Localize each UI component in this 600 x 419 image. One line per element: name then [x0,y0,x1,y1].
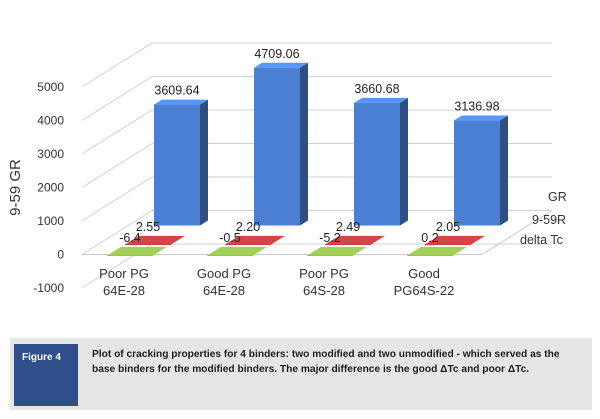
bar-side [171,235,185,245]
bar-side [500,115,508,226]
series-name-label: 9-59R [532,213,566,227]
x-tick-label: 64E-28 [203,283,245,298]
data-label: 3136.98 [454,99,499,113]
data-label: 2.49 [336,220,360,234]
bars: 3609.64 4709.06 3660.68 3136.98 2.55 2.20 2.49… [107,47,508,256]
bar-top [225,235,285,245]
bar [325,244,371,245]
y-tick-label: 0 [57,248,64,262]
y-tick-label: 5000 [37,80,64,94]
bar-side [353,246,367,256]
bar [107,255,153,256]
y-tick-label: 3000 [37,147,64,161]
y-axis-title: 9-59 GR [7,159,24,216]
bar-side [453,246,467,256]
x-tick-label: Good [408,266,440,281]
series-name-label: delta Tc [520,233,563,247]
bar [254,67,300,226]
bar-top [207,246,267,256]
bar [207,255,253,256]
x-tick-label: Poor PG [99,266,149,281]
data-label: 0.2 [421,231,438,245]
data-label: 4709.06 [254,47,299,61]
data-label: 3660.68 [354,82,399,96]
y-tick-label: 4000 [37,114,64,128]
bar-side [471,235,485,245]
bar [154,104,200,226]
x-tick-label: 64S-28 [303,283,345,298]
bar [307,255,353,256]
gridline-side [81,143,153,188]
caption-band [10,338,592,410]
series-name-label: GR [548,190,567,204]
data-label: 3609.64 [154,84,199,98]
bar-side [153,246,167,256]
bar-top [425,235,485,245]
bar-side [300,62,308,226]
bar-top [125,235,185,245]
bar-side [271,235,285,245]
gridline-side [81,42,153,88]
data-label: -0.5 [219,231,241,245]
bar [454,120,500,226]
x-tick-label: Good PG [197,266,251,281]
x-tick-label: 64E-28 [103,283,145,298]
bar [354,102,400,226]
bar-top [454,115,508,121]
bar-side [253,246,267,256]
bar [407,255,453,256]
bar-side [371,235,385,245]
bar-top [307,246,367,256]
bar-top [254,62,308,68]
bar-top [354,97,408,103]
y-tick-label: -1000 [33,281,64,295]
floor-side [481,210,553,255]
bar-side [200,99,208,226]
y-tick-label: 2000 [37,181,64,195]
x-tick-label: Poor PG [299,266,349,281]
data-label: -5.2 [319,231,341,245]
bar [425,244,471,245]
bar-top [107,246,167,256]
figure-label: Figure 4 [14,344,78,406]
data-label: -6.4 [119,231,141,245]
gridline-side [81,109,153,155]
y-axis: -1000 0 1000 2000 3000 4000 5000 9-59 GR [7,80,64,295]
chart-walls [81,42,553,289]
x-axis: Poor PG 64E-28 Good PG 64E-28 Poor PG 64S-28 G… [99,266,454,298]
chart: -1000 0 1000 2000 3000 4000 5000 9-59 GR 3609.6… [7,42,567,298]
data-label: 2.55 [136,220,160,234]
bar [125,244,171,245]
y-tick-label: 1000 [37,214,64,228]
series-labels: GR 9-59R delta Tc [520,190,567,247]
bar [225,244,271,245]
gridline-side [81,176,153,222]
gridline-side [81,210,153,255]
bar-top [154,99,208,105]
figure-caption: Plot of cracking properties for 4 binder… [92,349,560,375]
bar-top [325,235,385,245]
bar-side [400,97,408,226]
bar-top [407,246,467,256]
gridline-side [81,76,153,121]
x-tick-label: PG64S-22 [394,283,455,298]
data-label: 2.05 [436,220,460,234]
data-label: 2.20 [236,220,260,234]
